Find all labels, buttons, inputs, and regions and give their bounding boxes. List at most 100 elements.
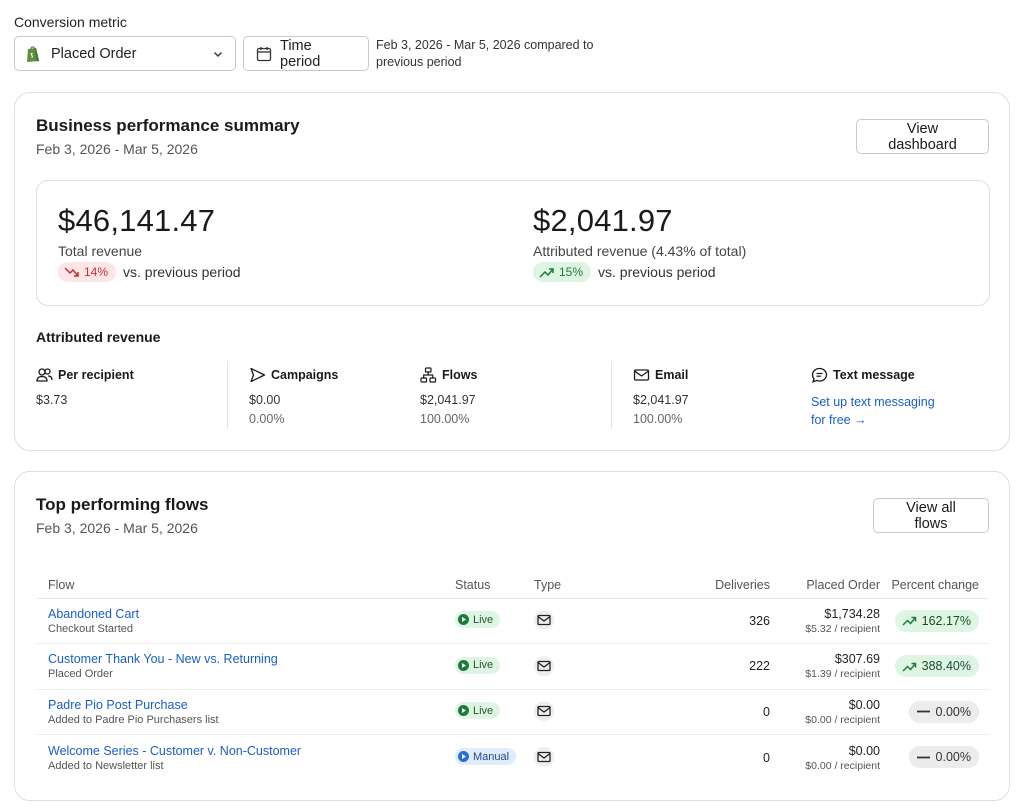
placed-order-cell: $1,734.28 $5.32 / recipient [770,598,880,644]
conversion-metric-select[interactable]: Placed Order [14,36,236,71]
divider [227,361,228,429]
status-label: Live [473,704,494,717]
placed-order-value: $1,734.28 [824,606,880,621]
percent-change-badge: 0.00% [908,746,979,769]
setup-text-messaging-link[interactable]: Set up text messaging for free → [811,393,951,429]
column-header-deliveries: Deliveries [622,572,770,599]
status-label: Manual [473,750,510,763]
calendar-icon [256,46,272,62]
flows-percent: 100.00% [420,412,470,426]
business-performance-title: Business performance summary [36,116,300,135]
attributed-revenue-label: Attributed revenue (4.43% of total) [533,243,747,259]
flow-cell: Customer Thank You - New vs. Returning Pl… [37,643,444,690]
text-message-label: Text message [833,368,915,382]
send-icon [250,367,266,383]
total-revenue-block: $46,141.47 Total revenue 14% vs. previou… [58,203,241,282]
total-revenue-amount: $46,141.47 [58,203,216,238]
chevron-down-icon [211,47,225,61]
play-icon [458,614,469,626]
status-badge: Live [455,702,501,720]
table-row[interactable]: Abandoned Cart Checkout Started Live 326 $1,… [37,598,989,644]
percent-change-value: 388.40% [921,659,971,673]
shopify-icon [25,45,41,63]
trend-down-badge: 14% [58,262,117,282]
flows-value: $2,041.97 [420,393,476,407]
flow-name-link[interactable]: Welcome Series - Customer v. Non-Custome… [48,743,302,758]
per-recipient-value: $3.73 [36,393,68,407]
total-revenue-change-text: vs. previous period [123,264,241,280]
flow-trigger: Checkout Started [48,622,133,635]
flow-cell: Welcome Series - Customer v. Non-Custome… [37,735,444,781]
percent-change-value: 0.00% [935,750,971,765]
attributed-revenue-amount: $2,041.97 [533,203,673,238]
flows-label: Flows [442,368,478,382]
campaigns-metric: Campaigns $0.00 0.00% [249,367,338,426]
placed-order-per-recipient: $5.32 / recipient [805,622,880,635]
email-label: Email [655,368,689,382]
status-badge: Live [455,611,501,629]
placed-order-cell: $0.00 $0.00 / recipient [770,689,880,735]
total-revenue-change: 14% vs. previous period [58,262,241,282]
type-cell [523,689,622,735]
divider [611,361,612,429]
column-header-type: Type [523,572,622,599]
mail-icon [633,369,650,381]
flow-name-link[interactable]: Abandoned Cart [48,606,140,621]
per-recipient-label: Per recipient [58,368,134,382]
placed-order-per-recipient: $1.39 / recipient [805,668,880,681]
percent-change-value: 0.00% [935,704,971,719]
percent-change-cell: 0.00% [880,689,989,735]
trend-up-icon [902,662,916,672]
table-row[interactable]: Customer Thank You - New vs. Returning Pl… [37,643,989,690]
trend-up-badge: 15% [533,262,592,282]
table-row[interactable]: Welcome Series - Customer v. Non-Custome… [37,735,989,781]
flow-cell: Abandoned Cart Checkout Started [37,598,444,644]
play-icon [458,659,469,671]
play-icon [458,751,469,762]
column-header-flow: Flow [37,572,444,599]
table-header-row: Flow Status Type Deliveries Placed Order… [37,572,989,599]
column-header-placed-order: Placed Order [770,572,880,599]
view-dashboard-button[interactable]: View dashboard [856,119,989,154]
text-message-metric: Text message Set up text messaging for f… [811,367,951,429]
table-row[interactable]: Padre Pio Post Purchase Added to Padre Pi… [37,689,989,735]
status-label: Live [473,613,494,626]
type-cell [523,735,622,781]
placed-order-value: $307.69 [834,652,880,667]
status-badge: Live [455,656,501,674]
trend-down-icon [64,267,79,277]
conversion-metric-label: Conversion metric [14,14,127,30]
placed-order-value: $0.00 [848,697,880,712]
attributed-revenue-change-value: 15% [559,265,584,279]
status-label: Live [473,659,494,672]
email-percent: 100.00% [633,412,683,426]
percent-change-cell: 0.00% [880,735,989,781]
chat-icon [811,367,828,383]
business-performance-card: Business performance summary Feb 3, 2026… [14,92,1010,451]
view-all-flows-button[interactable]: View all flows [873,498,989,533]
flow-trigger: Added to Newsletter list [48,759,164,772]
attributed-revenue-change: 15% vs. previous period [533,262,746,282]
flow-icon [420,367,437,383]
deliveries-cell: 0 [622,689,770,735]
status-cell: Live [444,598,523,644]
column-header-percent-change: Percent change [880,572,989,599]
type-cell [523,598,622,644]
per-recipient-metric: Per recipient $3.73 [36,367,134,407]
status-cell: Live [444,643,523,690]
percent-change-badge: 162.17% [894,609,979,632]
deliveries-cell: 222 [622,643,770,690]
mail-icon [534,610,554,631]
flow-name-link[interactable]: Padre Pio Post Purchase [48,697,188,712]
column-header-status: Status [444,572,523,599]
dash-icon [916,710,930,713]
percent-change-cell: 388.40% [880,643,989,690]
trend-up-icon [539,268,554,278]
flow-name-link[interactable]: Customer Thank You - New vs. Returning [48,652,278,667]
time-period-button[interactable]: Time period [243,36,369,71]
flow-trigger: Added to Padre Pio Purchasers list [48,713,219,726]
flow-trigger: Placed Order [48,668,113,681]
arrow-right-icon: → [854,413,867,427]
percent-change-badge: 388.40% [894,655,979,677]
placed-order-cell: $0.00 $0.00 / recipient [770,735,880,781]
